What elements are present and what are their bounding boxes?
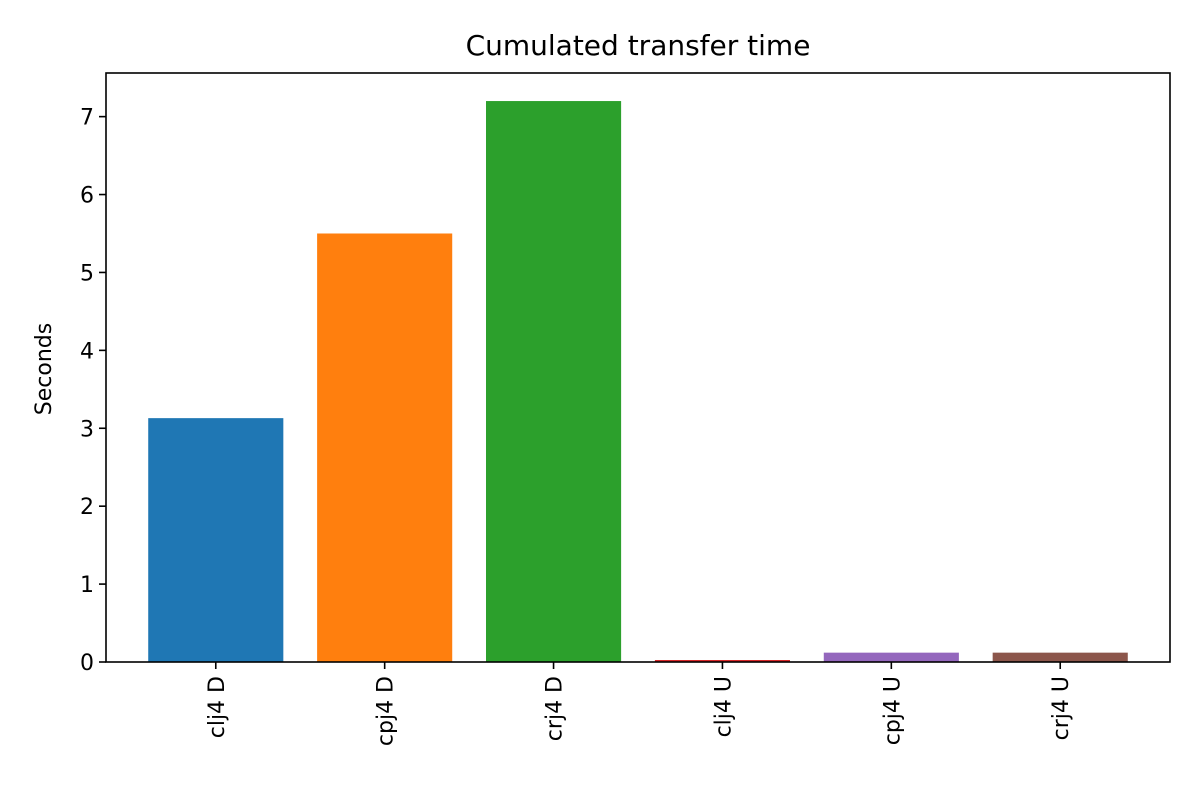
bar-crj4-d bbox=[486, 101, 622, 663]
x-tick-label: cpj4 D bbox=[374, 676, 399, 746]
bar-clj4-d bbox=[148, 418, 284, 662]
y-tick-label: 2 bbox=[80, 495, 94, 520]
x-tick-label: crj4 U bbox=[1049, 676, 1074, 740]
bars-layer bbox=[148, 101, 1128, 663]
y-tick-label: 3 bbox=[80, 417, 94, 442]
chart-title: Cumulated transfer time bbox=[466, 29, 811, 62]
x-tick-label: clj4 U bbox=[711, 676, 736, 737]
plot-frame bbox=[105, 72, 1171, 663]
y-tick-label: 1 bbox=[80, 573, 94, 598]
y-tick-label: 4 bbox=[80, 339, 94, 364]
y-tick-label: 7 bbox=[80, 106, 94, 131]
bar-cpj4-u bbox=[823, 652, 959, 662]
y-tick-label: 5 bbox=[80, 261, 94, 286]
x-tick-label: crj4 D bbox=[543, 676, 568, 741]
x-tick-label: clj4 D bbox=[205, 676, 230, 738]
y-tick-label: 0 bbox=[80, 651, 94, 676]
y-axis-ticks: 0 1 2 3 4 5 6 7 bbox=[80, 106, 106, 676]
x-axis-ticks: clj4 D cpj4 D crj4 D clj4 U cpj4 U crj4 U bbox=[205, 662, 1074, 746]
bar-cpj4-d bbox=[317, 233, 453, 663]
y-axis-title: Seconds bbox=[32, 323, 57, 415]
x-tick-label: cpj4 U bbox=[880, 676, 905, 745]
bar-clj4-u bbox=[654, 660, 790, 662]
y-tick-label: 6 bbox=[80, 184, 94, 209]
bar-crj4-u bbox=[992, 652, 1128, 662]
